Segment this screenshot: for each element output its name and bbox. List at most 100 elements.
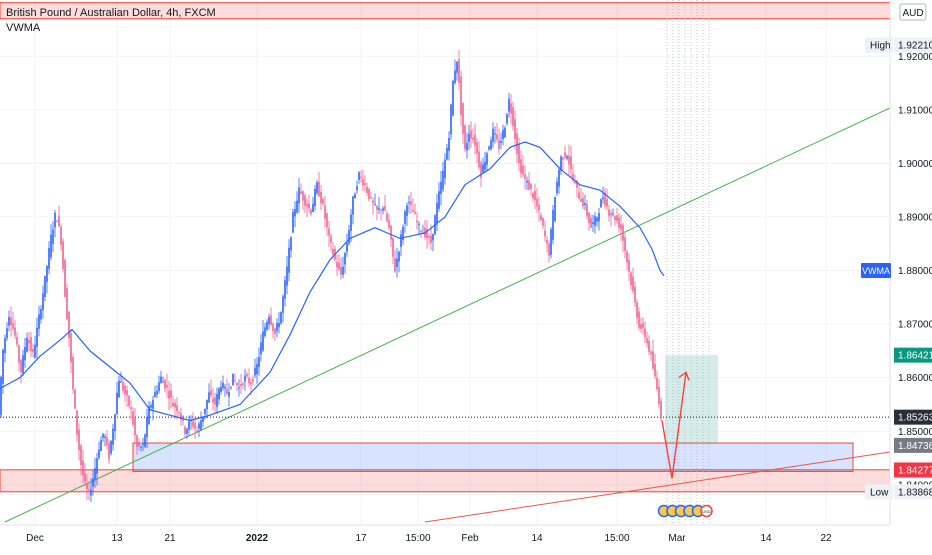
candle-body bbox=[534, 190, 536, 201]
low-label: Low 1.83868 bbox=[865, 484, 932, 500]
candle-body bbox=[544, 230, 546, 237]
y-tick-label: 1.86000 bbox=[898, 373, 932, 384]
candle-body bbox=[338, 262, 340, 270]
candle-body bbox=[80, 445, 82, 466]
candle-body bbox=[58, 215, 60, 226]
candle-body bbox=[398, 251, 400, 262]
candle-body bbox=[178, 412, 180, 414]
y-tick-label: 1.91000 bbox=[898, 105, 932, 116]
candle-body bbox=[48, 248, 50, 269]
candle-body bbox=[112, 428, 114, 445]
candle-body bbox=[634, 286, 636, 303]
candle-body bbox=[26, 337, 28, 352]
candle-body bbox=[122, 382, 124, 391]
candle-body bbox=[440, 181, 442, 194]
candle-body bbox=[214, 397, 216, 405]
candle-body bbox=[336, 262, 338, 268]
candle-body bbox=[290, 237, 292, 251]
candle-body bbox=[184, 426, 186, 434]
x-tick-label: 14 bbox=[760, 533, 772, 544]
candle-body bbox=[568, 155, 570, 165]
candle-body bbox=[280, 312, 282, 324]
candle-body bbox=[640, 324, 642, 329]
candle-body bbox=[510, 103, 512, 114]
candle-body bbox=[110, 440, 112, 454]
candle-body bbox=[42, 293, 44, 310]
candle-body bbox=[296, 200, 298, 213]
candle-body bbox=[264, 327, 266, 337]
price-label: 1.84277 bbox=[894, 462, 932, 478]
candle-body bbox=[600, 199, 602, 208]
candle-body bbox=[12, 323, 14, 329]
hl-name: Low bbox=[870, 487, 889, 498]
price-label-box bbox=[894, 462, 932, 478]
candle-body bbox=[470, 130, 472, 139]
candle-body bbox=[468, 133, 470, 142]
candle-body bbox=[158, 382, 160, 392]
hl-value-box bbox=[894, 37, 932, 53]
candle-body bbox=[576, 180, 578, 188]
candle-body bbox=[276, 323, 278, 332]
hl-name: High bbox=[870, 41, 891, 52]
candle-body bbox=[124, 385, 126, 395]
vwma-axis-label: VWMA bbox=[861, 263, 891, 279]
price-label: 1.85263 bbox=[894, 409, 932, 425]
candle-body bbox=[172, 402, 174, 407]
candle-body bbox=[50, 234, 52, 258]
candle-body bbox=[344, 253, 346, 265]
candle-body bbox=[174, 402, 176, 408]
candle-body bbox=[236, 383, 238, 386]
candle-body bbox=[592, 222, 594, 225]
candle-body bbox=[244, 375, 246, 382]
candle-body bbox=[612, 213, 614, 215]
candle-body bbox=[632, 276, 634, 292]
candle-body bbox=[608, 209, 610, 216]
time-axis bbox=[0, 525, 890, 550]
candle-body bbox=[20, 359, 22, 373]
candle-body bbox=[72, 357, 74, 390]
candle-body bbox=[186, 428, 188, 434]
candle-body bbox=[388, 220, 390, 228]
candle-body bbox=[326, 213, 328, 228]
usd-flag-icon bbox=[700, 504, 713, 518]
candle-body bbox=[494, 133, 496, 135]
candle-body bbox=[208, 392, 210, 403]
candle-body bbox=[332, 248, 334, 255]
candle-body bbox=[252, 379, 254, 382]
candle-body bbox=[368, 188, 370, 200]
candle-body bbox=[392, 237, 394, 257]
candle-body bbox=[488, 146, 490, 150]
candle-body bbox=[484, 161, 486, 170]
candle-body bbox=[318, 181, 320, 197]
candle-body bbox=[96, 458, 98, 474]
x-tick-label: Feb bbox=[461, 533, 479, 544]
candle-body bbox=[456, 61, 458, 73]
y-tick-label: 1.89000 bbox=[898, 212, 932, 223]
candle-body bbox=[46, 266, 48, 282]
candle-body bbox=[224, 386, 226, 389]
candle-body bbox=[390, 225, 392, 240]
candle-body bbox=[212, 398, 214, 403]
candle-body bbox=[582, 198, 584, 207]
candle-body bbox=[550, 229, 552, 256]
candle-body bbox=[126, 389, 128, 396]
candle-body bbox=[4, 337, 6, 354]
candle-body bbox=[196, 430, 198, 432]
candle-body bbox=[500, 140, 502, 143]
candle-body bbox=[14, 327, 16, 336]
candle-body bbox=[30, 337, 32, 352]
candle-body bbox=[400, 234, 402, 247]
candle-body bbox=[558, 169, 560, 187]
hl-value-box bbox=[894, 484, 932, 500]
x-tick-label: 21 bbox=[164, 533, 176, 544]
candle-body bbox=[274, 328, 276, 335]
candle-body bbox=[542, 218, 544, 226]
candle-body bbox=[466, 142, 468, 151]
candle-body bbox=[86, 483, 88, 489]
candle-body bbox=[292, 211, 294, 233]
candle-body bbox=[74, 389, 76, 409]
candle-body bbox=[366, 186, 368, 193]
candle-body bbox=[246, 374, 248, 377]
